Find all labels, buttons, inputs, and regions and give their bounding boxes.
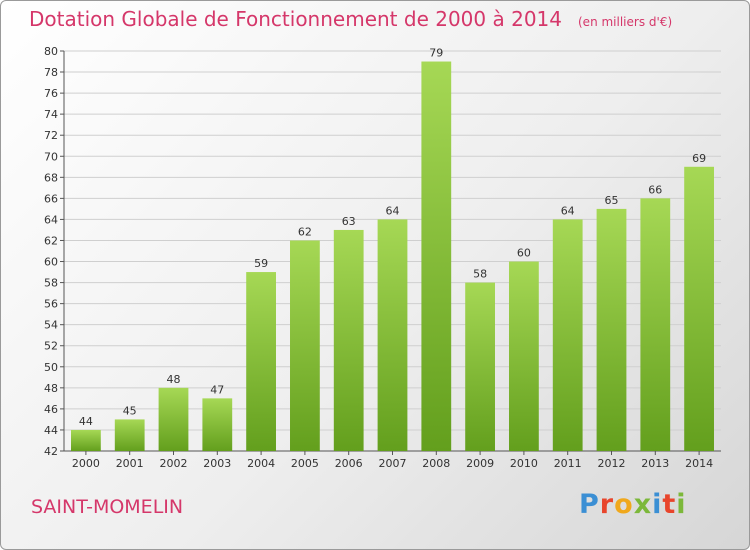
bar <box>465 282 495 451</box>
y-tick-label: 62 <box>44 234 58 247</box>
x-tick-label: 2005 <box>291 457 319 470</box>
chart-title: Dotation Globale de Fonctionnement de 20… <box>29 7 562 31</box>
bar <box>552 219 583 451</box>
data-label: 62 <box>298 225 312 238</box>
x-tick-label: 2013 <box>641 457 669 470</box>
data-label: 65 <box>605 194 619 207</box>
chart-subtitle: (en milliers d'€) <box>578 15 673 29</box>
x-tick-label: 2001 <box>116 457 144 470</box>
logo-letter: i <box>652 489 663 520</box>
data-label: 58 <box>473 268 487 281</box>
bar <box>509 261 539 451</box>
bar <box>246 272 276 451</box>
y-tick-label: 48 <box>44 382 58 395</box>
bar <box>202 398 233 451</box>
y-tick-label: 80 <box>44 45 58 58</box>
logo-letter: P <box>579 489 600 520</box>
y-tick-label: 72 <box>44 129 58 142</box>
bar <box>114 419 145 451</box>
y-tick-label: 58 <box>44 277 58 290</box>
proxiti-logo[interactable]: Proxiti <box>579 489 687 520</box>
x-tick-label: 2003 <box>203 457 231 470</box>
x-tick-label: 2004 <box>247 457 275 470</box>
y-tick-label: 64 <box>44 213 58 226</box>
y-tick-label: 78 <box>44 66 58 79</box>
y-tick-label: 76 <box>44 87 58 100</box>
bar <box>377 219 408 451</box>
data-label: 59 <box>254 257 268 270</box>
title-row: Dotation Globale de Fonctionnement de 20… <box>29 7 672 31</box>
data-label: 63 <box>342 215 356 228</box>
y-tick-label: 50 <box>44 361 58 374</box>
data-label: 60 <box>517 247 531 260</box>
bar <box>684 166 714 451</box>
x-tick-label: 2014 <box>685 457 713 470</box>
logo-letter: o <box>614 489 634 520</box>
bar <box>640 198 671 451</box>
x-tick-label: 2009 <box>466 457 494 470</box>
data-label: 64 <box>561 204 575 217</box>
commune-name: SAINT-MOMELIN <box>31 496 184 518</box>
x-tick-label: 2010 <box>510 457 538 470</box>
logo-letter: r <box>599 489 615 520</box>
y-tick-label: 70 <box>44 150 58 163</box>
data-label: 64 <box>386 204 400 217</box>
bar <box>290 240 320 451</box>
logo-letter: i <box>676 489 687 520</box>
y-tick-label: 52 <box>44 340 58 353</box>
y-tick-label: 56 <box>44 298 58 311</box>
data-label: 45 <box>123 404 137 417</box>
data-label: 66 <box>648 183 662 196</box>
x-tick-label: 2011 <box>554 457 582 470</box>
data-label: 44 <box>79 415 93 428</box>
x-tick-label: 2006 <box>335 457 363 470</box>
logo-letter: t <box>662 489 677 520</box>
bar <box>71 429 101 451</box>
data-label: 79 <box>429 47 443 60</box>
y-tick-label: 54 <box>44 319 58 332</box>
bar <box>596 208 627 451</box>
y-tick-label: 68 <box>44 171 58 184</box>
bar <box>333 229 364 451</box>
x-tick-label: 2008 <box>422 457 450 470</box>
x-tick-label: 2002 <box>160 457 188 470</box>
x-tick-label: 2000 <box>72 457 100 470</box>
bar <box>158 387 189 451</box>
y-tick-label: 46 <box>44 403 58 416</box>
data-label: 47 <box>210 383 224 396</box>
data-label: 69 <box>692 152 706 165</box>
x-tick-label: 2012 <box>598 457 626 470</box>
data-label: 48 <box>167 373 181 386</box>
y-tick-label: 74 <box>44 108 58 121</box>
logo-letter: x <box>633 489 653 520</box>
y-tick-label: 66 <box>44 192 58 205</box>
y-tick-label: 44 <box>44 424 58 437</box>
bar <box>421 61 452 452</box>
y-tick-label: 42 <box>44 445 58 458</box>
x-tick-label: 2007 <box>379 457 407 470</box>
y-tick-label: 60 <box>44 256 58 269</box>
